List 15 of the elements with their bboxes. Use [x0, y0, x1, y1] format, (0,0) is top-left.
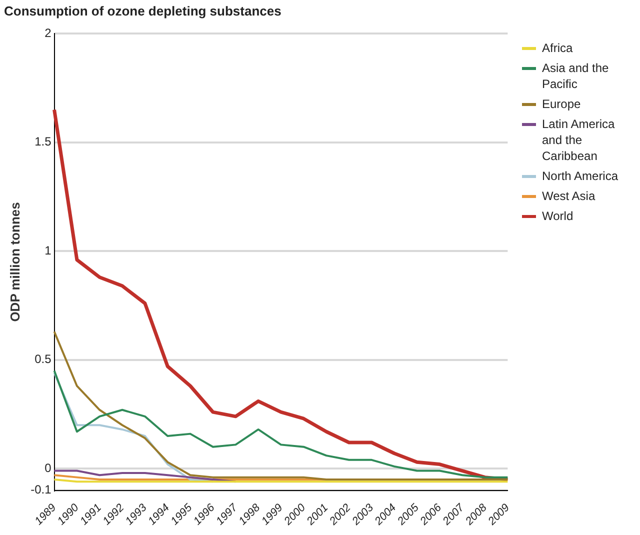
y-tick-label: 1.5	[34, 134, 52, 149]
legend-label: Africa	[542, 40, 573, 56]
chart-title: Consumption of ozone depleting substances	[4, 3, 282, 18]
legend-label: World	[542, 208, 574, 224]
legend-label: North America	[542, 168, 618, 184]
legend-label: West Asia	[542, 188, 596, 204]
y-tick-label: -0.1	[30, 482, 52, 497]
legend-label: Asia and the Pacific	[542, 60, 610, 92]
legend-label: Europe	[542, 96, 581, 112]
y-tick-label: 0.5	[34, 352, 52, 366]
legend-label: Latin America and the Caribbean	[542, 116, 616, 164]
y-tick-label: 1	[44, 243, 52, 258]
y-tick-label: 0	[44, 460, 52, 475]
y-tick-label: 2	[44, 26, 52, 40]
y-axis-title: ODP million tonnes	[7, 202, 22, 322]
